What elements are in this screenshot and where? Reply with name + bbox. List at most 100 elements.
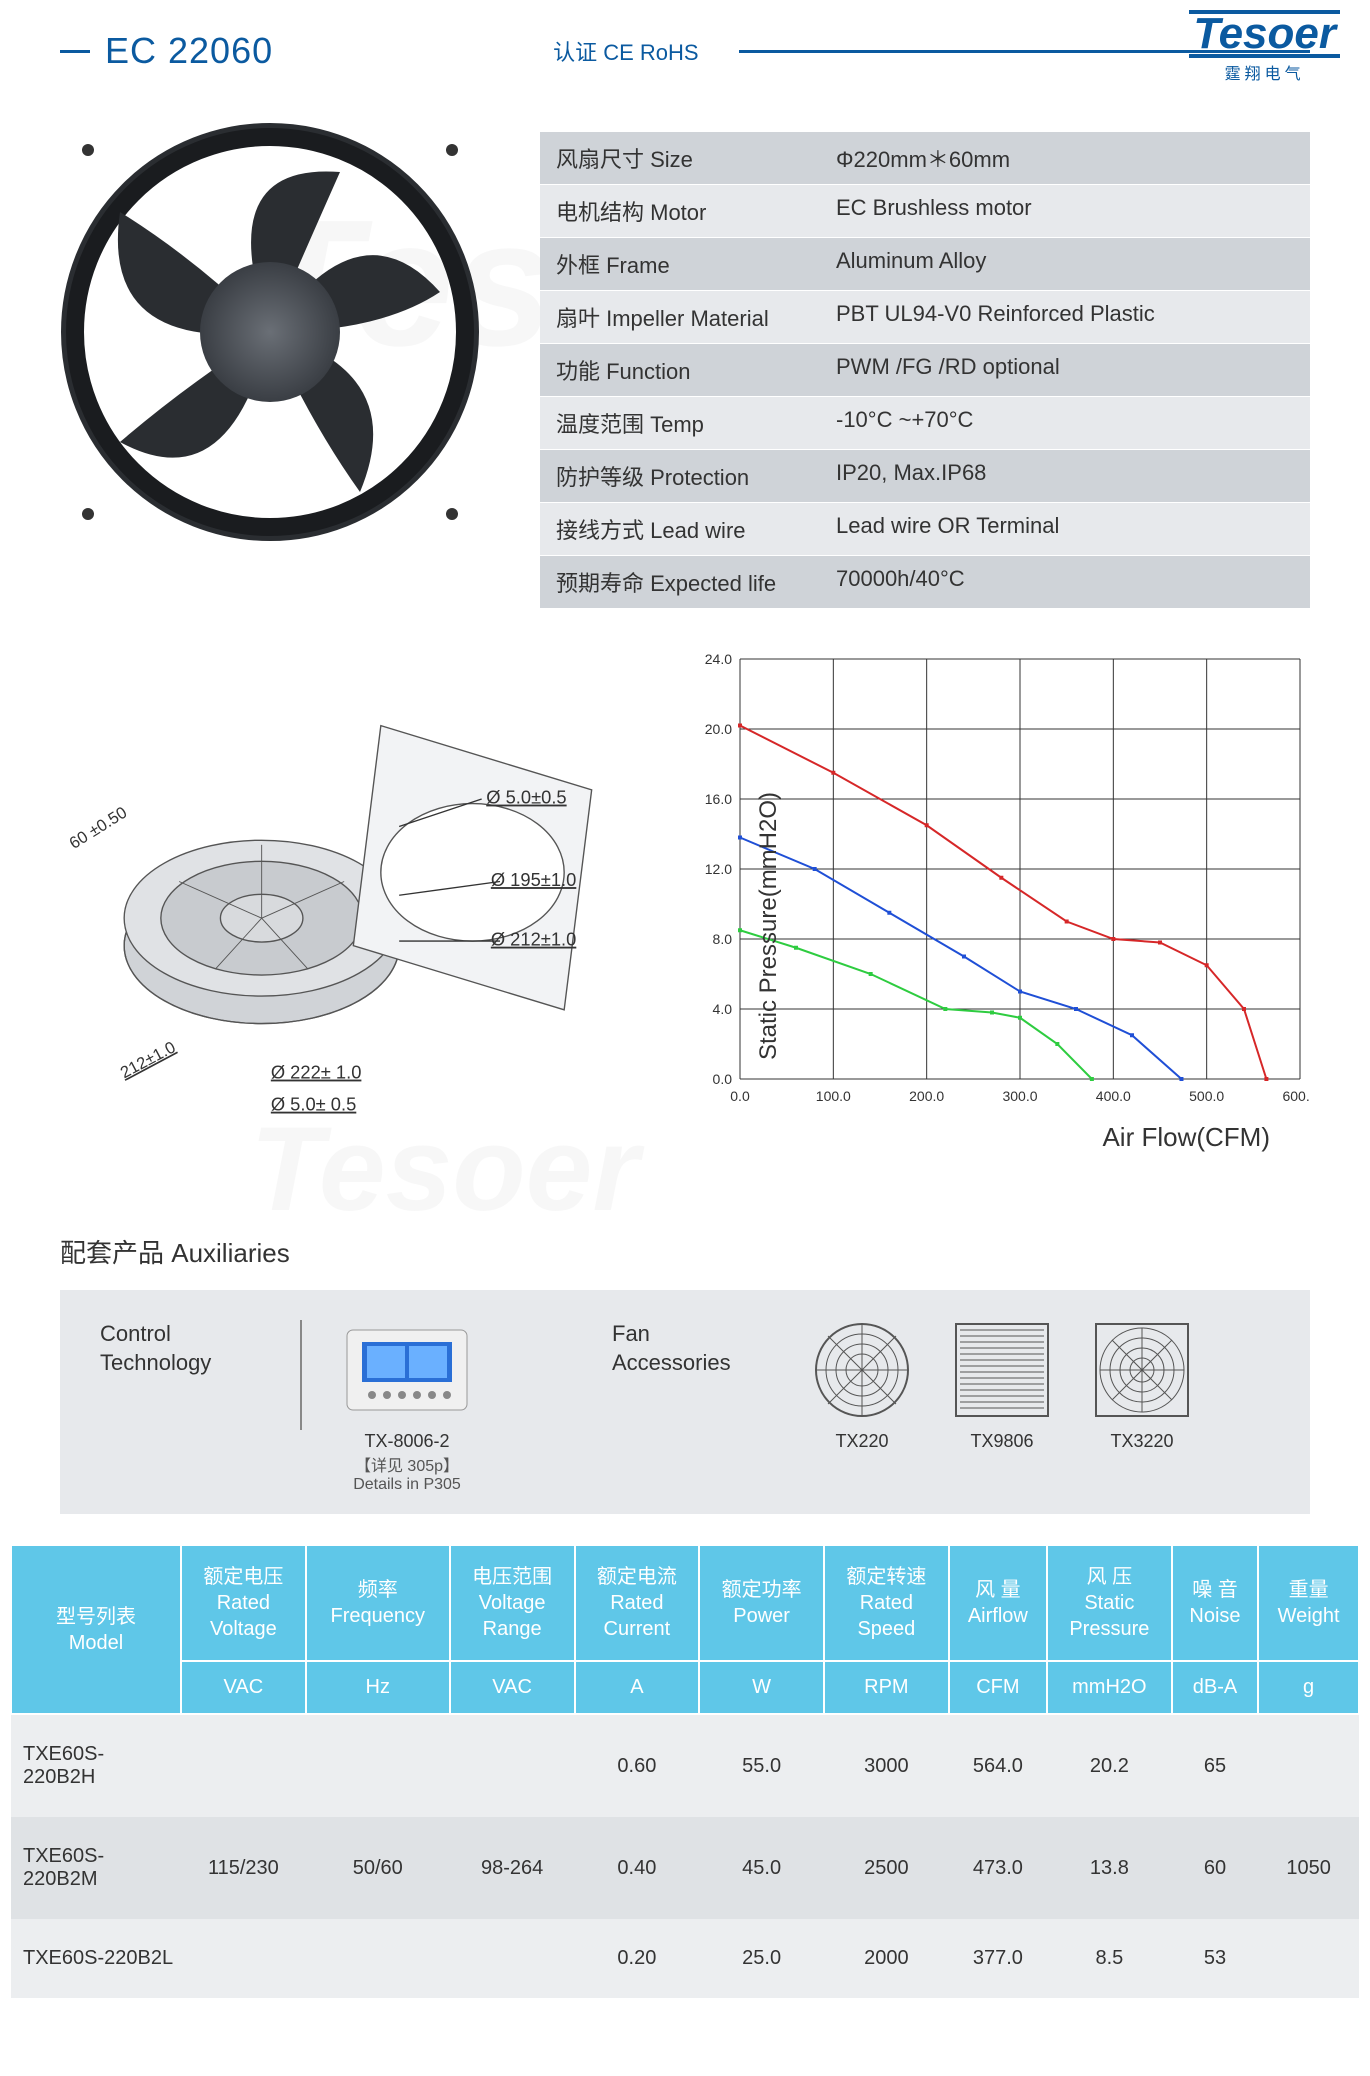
table-cell <box>1258 1919 1359 1998</box>
spec-table: 风扇尺寸 SizeΦ220mm＊60mm电机结构 MotorEC Brushle… <box>540 132 1310 609</box>
table-cell <box>1258 1714 1359 1817</box>
table-row: TXE60S-220B2H0.6055.03000564.020.265 <box>11 1714 1359 1817</box>
table-col-unit: RPM <box>824 1661 949 1714</box>
spec-label: 外框 Frame <box>540 238 820 290</box>
table-cell: 2000 <box>824 1919 949 1998</box>
table-col-header: 额定转速RatedSpeed <box>824 1545 949 1661</box>
model-title: EC 22060 <box>105 30 273 72</box>
table-cell: 8.5 <box>1047 1919 1172 1998</box>
dim-inner: Ø 195±1.0 <box>491 869 576 890</box>
table-cell: 60 <box>1172 1817 1258 1919</box>
table-cell: 3000 <box>824 1714 949 1817</box>
chart-xlabel: Air Flow(CFM) <box>690 1122 1310 1153</box>
svg-text:400.0: 400.0 <box>1096 1088 1131 1104</box>
table-cell: TXE60S-220B2L <box>11 1919 181 1998</box>
svg-text:200.0: 200.0 <box>909 1088 944 1104</box>
table-cell <box>450 1919 575 1998</box>
table-cell: 0.60 <box>575 1714 700 1817</box>
dim-hole1: Ø 5.0±0.5 <box>486 787 566 808</box>
svg-text:8.0: 8.0 <box>713 931 733 947</box>
table-col-header: 频率Frequency <box>306 1545 450 1661</box>
table-cell: 0.40 <box>575 1817 700 1919</box>
table-cell: 50/60 <box>306 1817 450 1919</box>
dim-diag: 212±1.0 <box>118 1038 179 1082</box>
spec-row: 接线方式 Lead wireLead wire OR Terminal <box>540 503 1310 556</box>
table-cell: TXE60S-220B2M <box>11 1817 181 1919</box>
fan-accessories-label: FanAccessories <box>612 1320 772 1377</box>
table-col-unit: VAC <box>181 1661 306 1714</box>
table-cell: 25.0 <box>699 1919 824 1998</box>
aux-item-sub: 【详见 305p】Details in P305 <box>342 1452 472 1494</box>
table-cell <box>450 1714 575 1817</box>
table-col-header: 重量Weight <box>1258 1545 1359 1661</box>
spec-label: 扇叶 Impeller Material <box>540 291 820 343</box>
table-cell: 20.2 <box>1047 1714 1172 1817</box>
aux-divider <box>300 1320 302 1430</box>
spec-value: PWM /FG /RD optional <box>820 344 1310 396</box>
table-col-header: 额定电压RatedVoltage <box>181 1545 306 1661</box>
svg-text:0.0: 0.0 <box>730 1088 750 1104</box>
table-cell: 55.0 <box>699 1714 824 1817</box>
table-cell: 2500 <box>824 1817 949 1919</box>
table-col-header: 风 压StaticPressure <box>1047 1545 1172 1661</box>
svg-text:300.0: 300.0 <box>1002 1088 1037 1104</box>
svg-text:500.0: 500.0 <box>1189 1088 1224 1104</box>
table-col-header: 风 量Airflow <box>949 1545 1047 1661</box>
accessory-icon <box>1092 1320 1192 1425</box>
brand-logo: Tesoer 霆翔电气 <box>1189 10 1340 84</box>
table-col-unit: A <box>575 1661 700 1714</box>
table-cell: 377.0 <box>949 1919 1047 1998</box>
table-cell: 1050 <box>1258 1817 1359 1919</box>
spec-value: Φ220mm＊60mm <box>820 132 1310 184</box>
table-cell <box>181 1919 306 1998</box>
aux-item-accessory: TX3220 <box>1092 1320 1192 1452</box>
spec-label: 风扇尺寸 Size <box>540 132 820 184</box>
table-col-unit: CFM <box>949 1661 1047 1714</box>
spec-value: Lead wire OR Terminal <box>820 503 1310 555</box>
svg-text:16.0: 16.0 <box>705 791 732 807</box>
svg-text:4.0: 4.0 <box>713 1001 733 1017</box>
table-col-unit: mmH2O <box>1047 1661 1172 1714</box>
svg-text:600.0: 600.0 <box>1282 1088 1310 1104</box>
certification-text: 认证 CE RoHS <box>553 35 698 67</box>
spec-label: 防护等级 Protection <box>540 450 820 502</box>
table-col-header: 电压范围VoltageRange <box>450 1545 575 1661</box>
svg-text:0.0: 0.0 <box>713 1071 733 1087</box>
control-tech-label: ControlTechnology <box>100 1320 260 1377</box>
spec-value: EC Brushless motor <box>820 185 1310 237</box>
svg-text:24.0: 24.0 <box>705 651 732 667</box>
table-col-unit: VAC <box>450 1661 575 1714</box>
svg-text:12.0: 12.0 <box>705 861 732 877</box>
performance-data-table: 型号列表Model额定电压RatedVoltage频率Frequency电压范围… <box>10 1544 1360 1998</box>
table-col-unit: W <box>699 1661 824 1714</box>
aux-item-name: TX3220 <box>1092 1431 1192 1452</box>
spec-row: 功能 FunctionPWM /FG /RD optional <box>540 344 1310 397</box>
table-col-header: 额定功率Power <box>699 1545 824 1661</box>
table-cell: 13.8 <box>1047 1817 1172 1919</box>
aux-item-accessory: TX9806 <box>952 1320 1052 1452</box>
table-cell: 473.0 <box>949 1817 1047 1919</box>
spec-row: 风扇尺寸 SizeΦ220mm＊60mm <box>540 132 1310 185</box>
auxiliaries-title: 配套产品 Auxiliaries <box>0 1223 1370 1280</box>
spec-label: 预期寿命 Expected life <box>540 556 820 608</box>
aux-item-name: TX9806 <box>952 1431 1052 1452</box>
spec-row: 预期寿命 Expected life70000h/40°C <box>540 556 1310 609</box>
table-cell: 564.0 <box>949 1714 1047 1817</box>
table-cell <box>306 1714 450 1817</box>
auxiliaries-box: ControlTechnology TX-8006-2 【详见 305p】Det… <box>60 1290 1310 1514</box>
svg-text:100.0: 100.0 <box>816 1088 851 1104</box>
table-col-unit: Hz <box>306 1661 450 1714</box>
spec-value: -10°C ~+70°C <box>820 397 1310 449</box>
spec-row: 温度范围 Temp-10°C ~+70°C <box>540 397 1310 450</box>
spec-label: 接线方式 Lead wire <box>540 503 820 555</box>
aux-item-controller: TX-8006-2 【详见 305p】Details in P305 <box>342 1320 472 1494</box>
spec-value: Aluminum Alloy <box>820 238 1310 290</box>
dim-outer: Ø 222± 1.0 <box>271 1062 362 1083</box>
table-col-header: 型号列表Model <box>11 1545 181 1714</box>
table-cell <box>306 1919 450 1998</box>
header-rule-left <box>60 50 90 53</box>
spec-row: 外框 FrameAluminum Alloy <box>540 238 1310 291</box>
table-cell: 98-264 <box>450 1817 575 1919</box>
table-col-unit: dB-A <box>1172 1661 1258 1714</box>
table-row: TXE60S-220B2M115/23050/6098-2640.4045.02… <box>11 1817 1359 1919</box>
